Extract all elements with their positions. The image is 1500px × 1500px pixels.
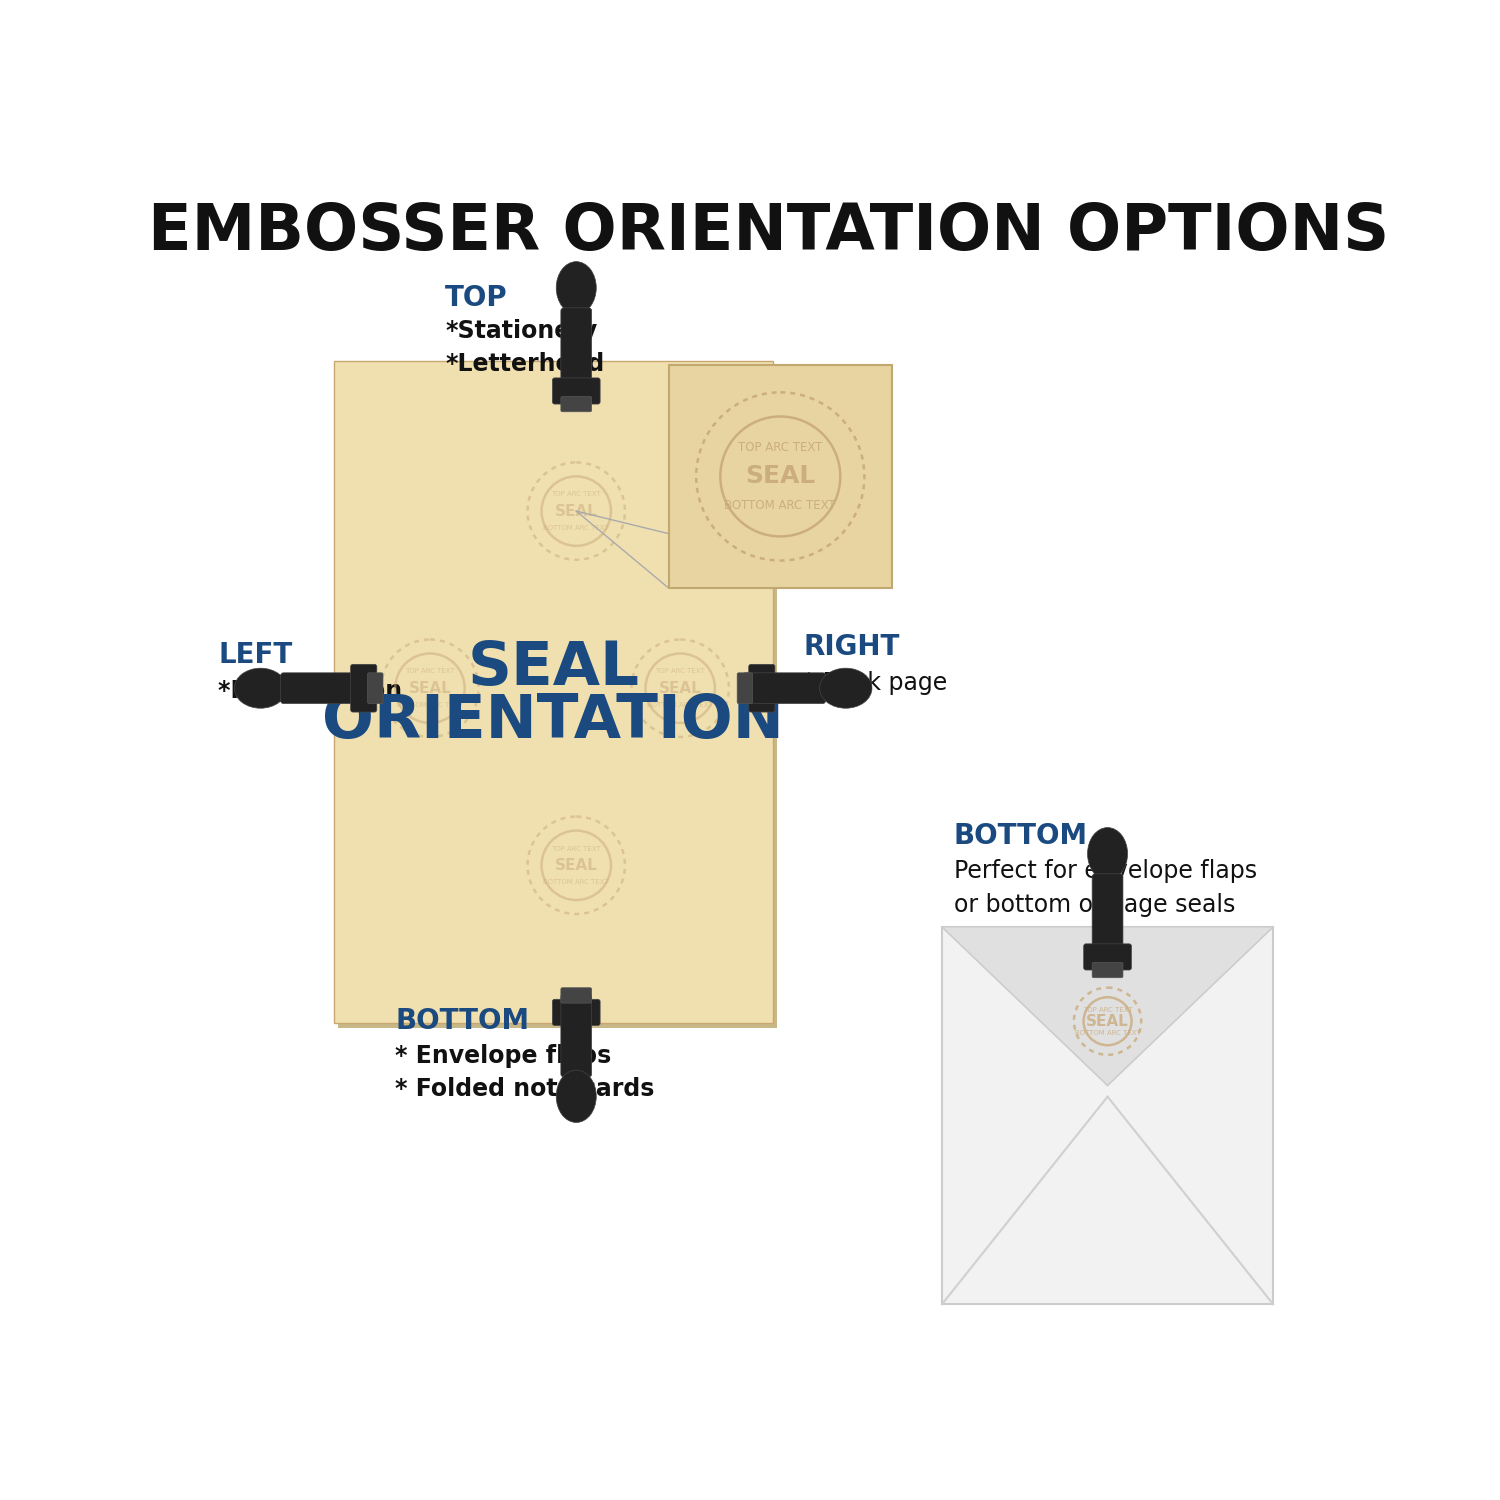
Text: Perfect for envelope flaps
or bottom of page seals: Perfect for envelope flaps or bottom of …	[954, 859, 1257, 916]
Text: *Not Common: *Not Common	[217, 680, 402, 703]
FancyBboxPatch shape	[1092, 963, 1124, 978]
Ellipse shape	[819, 668, 872, 708]
FancyBboxPatch shape	[339, 366, 777, 1028]
Ellipse shape	[556, 261, 597, 314]
Text: TOP ARC TEXT: TOP ARC TEXT	[1083, 1007, 1132, 1013]
Text: TOP ARC TEXT: TOP ARC TEXT	[656, 669, 705, 675]
Text: ORIENTATION: ORIENTATION	[322, 692, 784, 752]
Ellipse shape	[1088, 828, 1128, 880]
FancyBboxPatch shape	[351, 664, 376, 712]
Text: SEAL: SEAL	[555, 858, 597, 873]
FancyBboxPatch shape	[280, 674, 363, 704]
FancyBboxPatch shape	[742, 674, 825, 704]
FancyBboxPatch shape	[1092, 874, 1124, 957]
Text: BOTTOM ARC TEXT: BOTTOM ARC TEXT	[724, 500, 836, 512]
Text: LEFT: LEFT	[217, 640, 292, 669]
Text: TOP ARC TEXT: TOP ARC TEXT	[552, 492, 602, 498]
FancyBboxPatch shape	[333, 362, 772, 1023]
FancyBboxPatch shape	[736, 674, 753, 704]
Text: BOTTOM ARC TEXT: BOTTOM ARC TEXT	[398, 702, 464, 708]
Text: SEAL: SEAL	[408, 681, 452, 696]
Text: SEAL: SEAL	[658, 681, 702, 696]
FancyBboxPatch shape	[561, 396, 591, 412]
Text: RIGHT: RIGHT	[804, 633, 900, 662]
Text: BOTTOM ARC TEXT: BOTTOM ARC TEXT	[543, 525, 609, 531]
Text: TOP ARC TEXT: TOP ARC TEXT	[552, 846, 602, 852]
Text: TOP ARC TEXT: TOP ARC TEXT	[738, 441, 822, 454]
Text: BOTTOM ARC TEXT: BOTTOM ARC TEXT	[648, 702, 712, 708]
FancyBboxPatch shape	[561, 987, 591, 1004]
Text: BOTTOM: BOTTOM	[396, 1007, 530, 1035]
Text: SEAL: SEAL	[555, 504, 597, 519]
Text: * Book page: * Book page	[804, 672, 948, 696]
FancyBboxPatch shape	[748, 664, 776, 712]
Text: TOP: TOP	[446, 285, 509, 312]
Text: SEAL: SEAL	[1086, 1014, 1130, 1029]
Text: BOTTOM ARC TEXT: BOTTOM ARC TEXT	[1074, 1030, 1140, 1036]
FancyBboxPatch shape	[368, 674, 382, 704]
Text: BOTTOM: BOTTOM	[954, 822, 1088, 850]
Text: *Stationery
*Letterhead: *Stationery *Letterhead	[446, 318, 604, 376]
Text: SEAL: SEAL	[746, 465, 816, 489]
FancyBboxPatch shape	[942, 927, 1274, 1304]
Text: BOTTOM ARC TEXT: BOTTOM ARC TEXT	[543, 879, 609, 885]
Text: TOP ARC TEXT: TOP ARC TEXT	[405, 669, 454, 675]
Text: SEAL: SEAL	[466, 639, 639, 699]
FancyBboxPatch shape	[561, 308, 591, 392]
Ellipse shape	[556, 1070, 597, 1122]
FancyBboxPatch shape	[669, 364, 892, 588]
FancyBboxPatch shape	[1083, 944, 1131, 970]
Polygon shape	[942, 927, 1274, 1086]
Text: EMBOSSER ORIENTATION OPTIONS: EMBOSSER ORIENTATION OPTIONS	[148, 201, 1389, 264]
Text: * Envelope flaps
* Folded note cards: * Envelope flaps * Folded note cards	[396, 1044, 654, 1101]
FancyBboxPatch shape	[561, 994, 591, 1077]
FancyBboxPatch shape	[552, 378, 600, 404]
FancyBboxPatch shape	[552, 999, 600, 1026]
Ellipse shape	[234, 668, 286, 708]
